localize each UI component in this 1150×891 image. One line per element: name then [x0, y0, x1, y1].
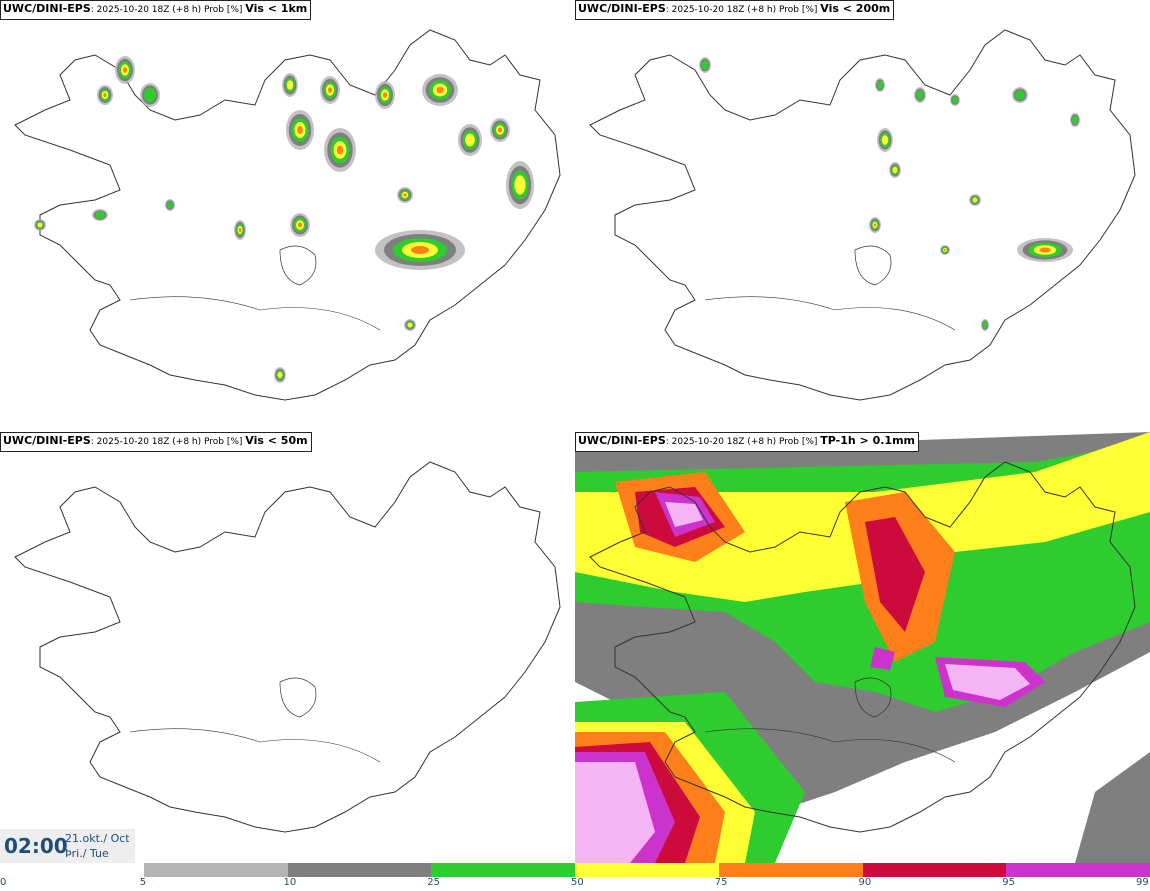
probability-area [297, 126, 303, 134]
map-panel-vis-1km: UWC/DINI-EPS: 2025-10-20 18Z (+8 h) Prob… [0, 0, 575, 431]
probability-area [877, 80, 883, 90]
colorbar-segment [575, 863, 719, 877]
glacier-outline [854, 677, 892, 718]
inland-line [704, 296, 956, 331]
probability-area [123, 67, 127, 73]
valid-date-line1: 21.okt./ Oct [65, 832, 130, 845]
colorbar-tick-label: 99 [1136, 877, 1149, 888]
map-panel-vis-50m: UWC/DINI-EPS: 2025-10-20 18Z (+8 h) Prob… [0, 432, 575, 863]
precip-level-area [945, 664, 1030, 700]
probability-areas [34, 56, 534, 383]
probability-area [103, 93, 107, 97]
probability-area [336, 145, 344, 155]
map-precip [575, 432, 1150, 863]
panel-title: UWC/DINI-EPS: 2025-10-20 18Z (+8 h) Prob… [575, 0, 895, 20]
probability-area [411, 246, 429, 254]
valid-date-line2: Þri./ Tue [65, 847, 109, 860]
precip-level-area [865, 517, 925, 632]
probability-area [1015, 90, 1025, 100]
probability-area [298, 222, 302, 228]
colorbar-segment [143, 863, 288, 877]
colorbar-tick-label: 90 [858, 877, 872, 888]
inland-line [129, 296, 381, 331]
probability-area [982, 321, 988, 329]
iceland-coastline [14, 29, 561, 401]
probability-area [286, 80, 294, 90]
glacier-outline [279, 677, 317, 718]
panel-title: UWC/DINI-EPS: 2025-10-20 18Z (+8 h) Prob… [575, 432, 920, 452]
probability-area [972, 197, 978, 203]
probability-area [1072, 115, 1078, 125]
probability-area [944, 249, 946, 251]
probability-area [498, 127, 502, 133]
probability-area [37, 222, 43, 228]
probability-area [95, 211, 105, 219]
probability-area [465, 133, 475, 147]
probability-area [873, 223, 877, 227]
probability-area [144, 87, 156, 103]
precip-level-area [1075, 752, 1150, 863]
probability-areas [699, 57, 1080, 331]
map-panel-precip: UWC/DINI-EPS: 2025-10-20 18Z (+8 h) Prob… [575, 432, 1150, 863]
map-vis-1km [14, 29, 561, 401]
coastline-path [14, 461, 561, 833]
probability-area [881, 135, 889, 145]
coastline-path [589, 461, 1136, 833]
panel-title: UWC/DINI-EPS: 2025-10-20 18Z (+8 h) Prob… [0, 0, 312, 20]
panel-title: UWC/DINI-EPS: 2025-10-20 18Z (+8 h) Prob… [0, 432, 312, 452]
colorbar-tick-label: 25 [427, 877, 440, 888]
probability-area [436, 86, 444, 94]
probability-area [383, 92, 387, 98]
probability-area [701, 60, 709, 70]
iceland-coastline [14, 461, 561, 833]
precip-field [575, 432, 1150, 863]
inland-line [129, 728, 381, 763]
map-vis-200m [589, 29, 1136, 401]
colorbar-tick-label: 10 [283, 877, 297, 888]
colorbar-legend: 0 5 10 25 50 75 90 95 99 [0, 863, 1150, 891]
probability-area [1039, 247, 1051, 253]
probability-area [892, 166, 898, 174]
colorbar-segment [1006, 863, 1150, 877]
probability-area [277, 371, 283, 379]
probability-area [952, 96, 958, 104]
map-panel-vis-200m: UWC/DINI-EPS: 2025-10-20 18Z (+8 h) Prob… [575, 0, 1150, 431]
colorbar-tick-label: 95 [1002, 877, 1015, 888]
map-vis-50m [14, 461, 561, 833]
colorbar-segment [718, 863, 863, 877]
iceland-coastline [589, 29, 1136, 401]
coastline-path [589, 29, 1136, 401]
probability-area [328, 87, 332, 93]
probability-area [403, 193, 407, 197]
precip-level-area [665, 502, 703, 527]
probability-area [514, 175, 526, 195]
inland-line [704, 728, 956, 763]
colorbar-tick-label: 75 [714, 877, 728, 888]
colorbar-segment [431, 863, 575, 877]
glacier-outline [279, 245, 317, 286]
colorbar-tick-label: 0 [0, 877, 7, 888]
glacier-outline [854, 245, 892, 286]
colorbar-segment [862, 863, 1007, 877]
colorbar-tick-label: 5 [139, 877, 147, 888]
valid-time-box: 02:00 21.okt./ Oct Þri./ Tue [0, 829, 135, 863]
probability-area [167, 201, 173, 209]
precip-level-area [575, 762, 655, 863]
valid-time: 02:00 [4, 834, 68, 858]
precip-level-area [870, 647, 895, 670]
iceland-coastline [589, 461, 1136, 833]
colorbar-tick-label: 50 [571, 877, 584, 888]
probability-area [407, 322, 413, 328]
coastline-path [14, 29, 561, 401]
colorbar-segment [287, 863, 432, 877]
probability-area [916, 90, 924, 100]
colorbar-segment [0, 863, 144, 877]
probability-area [238, 228, 242, 232]
